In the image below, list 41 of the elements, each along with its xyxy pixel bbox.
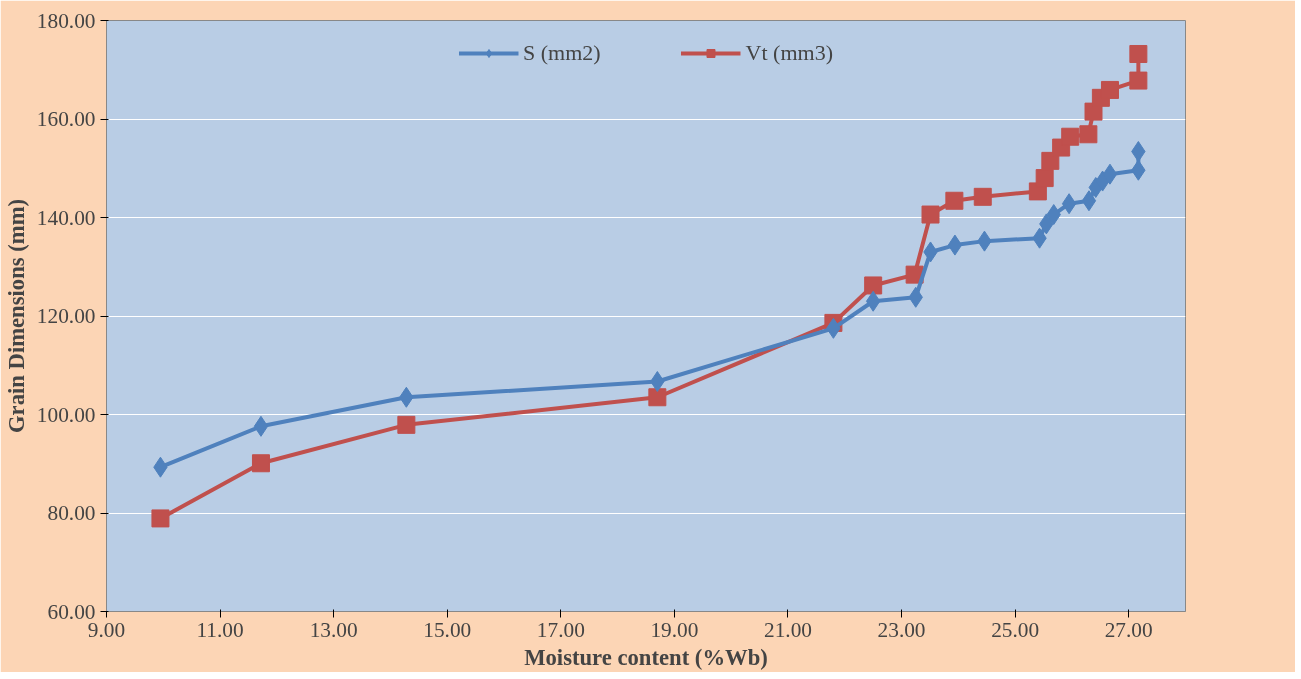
point — [648, 388, 667, 407]
point — [973, 187, 992, 206]
point — [947, 234, 963, 256]
point — [1129, 44, 1148, 63]
point — [151, 509, 170, 528]
x-axis-title: Moisture content (%Wb) — [524, 644, 768, 670]
x-tick-label: 15.00 — [423, 617, 472, 642]
y-tick-label: 100.00 — [36, 402, 96, 427]
x-tick-label: 21.00 — [763, 617, 812, 642]
y-tick-label: 120.00 — [36, 304, 96, 328]
x-tick-label: 23.00 — [877, 617, 926, 642]
x-tick-label: 27.00 — [1104, 617, 1153, 642]
point — [1102, 163, 1118, 185]
point — [397, 415, 416, 434]
y-tick-label: 160.00 — [36, 107, 96, 131]
point — [1035, 169, 1054, 188]
point — [1129, 71, 1148, 90]
x-tick-label: 11.00 — [196, 617, 244, 642]
x-tick-label: 25.00 — [991, 617, 1040, 642]
x-tick-label: 19.00 — [650, 617, 699, 642]
point — [1061, 193, 1077, 215]
legend-label: Vt (mm3) — [745, 40, 834, 66]
point — [253, 415, 269, 437]
point — [921, 205, 940, 224]
point — [864, 276, 883, 295]
y-axis-title: Grain Dimensions (mm) — [3, 198, 29, 434]
point — [1079, 125, 1098, 144]
point — [650, 371, 665, 392]
point — [1061, 127, 1080, 146]
point — [945, 191, 964, 210]
point — [1100, 80, 1119, 99]
x-tick-label: 17.00 — [536, 617, 585, 642]
point — [251, 454, 270, 473]
point — [1081, 190, 1097, 212]
y-tick-label: 180.00 — [36, 8, 96, 33]
point — [865, 290, 881, 312]
y-tick-label: 140.00 — [36, 205, 96, 230]
y-tick-label: 80.00 — [47, 501, 96, 525]
x-tick-label: 13.00 — [309, 617, 358, 642]
legend-label: S (mm2) — [522, 40, 601, 66]
y-tick-label: 60.00 — [47, 599, 96, 624]
